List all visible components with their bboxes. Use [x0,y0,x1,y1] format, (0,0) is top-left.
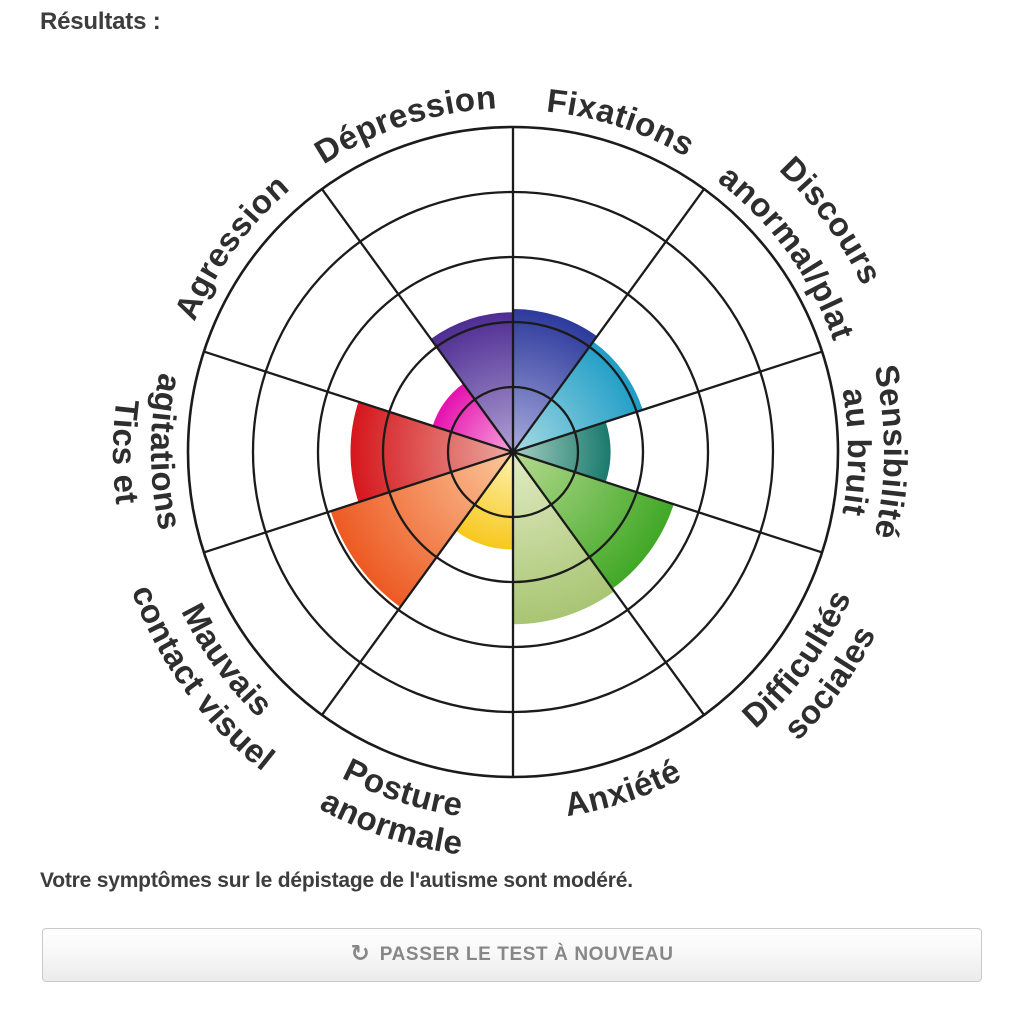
chart-label-anxiete: Anxiété [562,751,687,823]
chart-sector-fixations [513,309,598,452]
chart-sector-discours-anormal-plat [513,341,643,452]
grid-spoke-2 [512,350,823,454]
retake-test-button-label: PASSER LE TEST À NOUVEAU [379,944,674,965]
chart-sector-tics-et-agitations [350,401,513,503]
chart-label-tics-et-agitations-line2: agitations [144,371,189,533]
refresh-icon: ↻ [350,940,370,967]
chart-label-depression: Dépression [308,78,498,170]
chart-sector-depression [430,312,513,452]
chart-sector-anxiete [513,452,615,625]
chart-label-tics-et-agitations-line1: Tics et [106,398,146,507]
chart-label-fixations: Fixations [545,82,701,164]
chart-label-sensibilite-au-bruit-line2: au bruit [835,385,878,519]
grid-spoke-9 [321,188,514,453]
chart-sector-posture-anormale [455,452,513,550]
grid-spoke-8 [203,350,514,454]
chart-sector-agression [432,383,513,452]
chart-sector-sensibilite-au-bruit [513,421,611,483]
chart-sector-difficultes-sociales [513,452,674,589]
grid-spoke-4 [512,451,705,716]
grid-spoke-6 [321,451,514,716]
grid-spoke-1 [512,188,705,453]
retake-test-button[interactable]: ↻ PASSER LE TEST À NOUVEAU [42,928,982,982]
result-summary-text: Votre symptômes sur le dépistage de l'au… [40,869,633,892]
grid-spoke-3 [512,450,823,554]
grid-spoke-7 [203,450,514,554]
page-title: Résultats : [40,8,161,35]
chart-label-agression: Agression [167,167,296,325]
chart-sector-mauvais-contact-visuel [330,452,513,608]
